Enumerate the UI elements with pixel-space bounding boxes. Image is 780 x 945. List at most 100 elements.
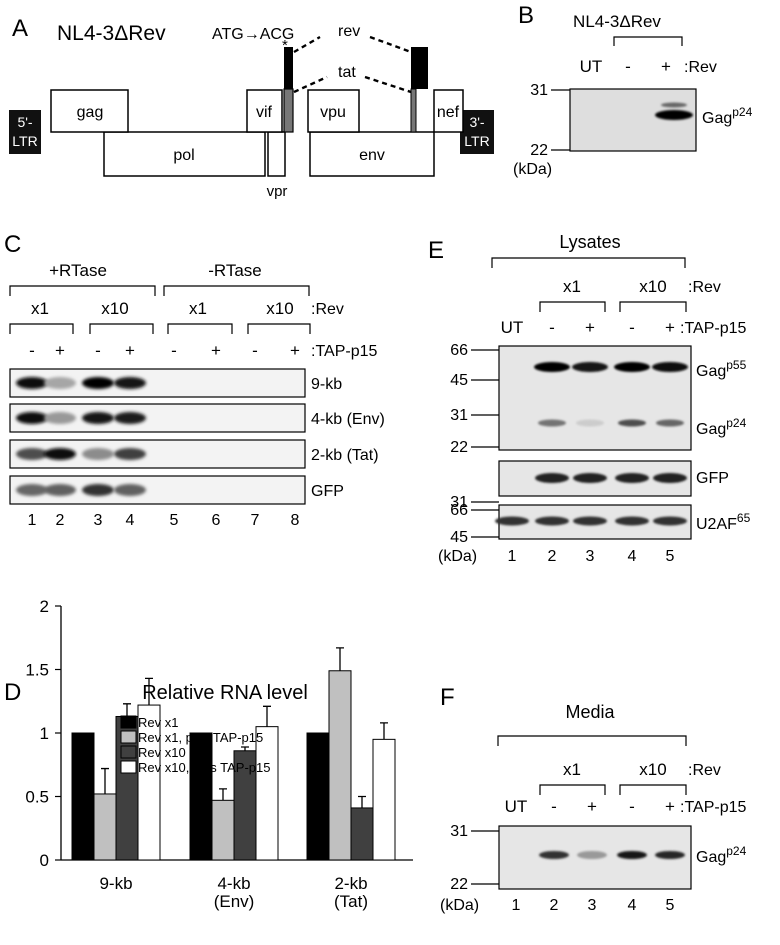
gel-c-row-2	[9, 403, 306, 433]
bracket-e-2	[619, 301, 687, 312]
kda-f: (kDa)	[440, 897, 479, 914]
panel-a-label: A	[12, 15, 28, 42]
rev-f-1: x1	[563, 760, 581, 779]
gel-c-band-r2-l3	[82, 412, 114, 424]
bar-3-1	[306, 732, 330, 861]
lane-number-e-1: 1	[508, 548, 517, 565]
category-label-2: 4-kb (Env)	[214, 874, 255, 911]
error-bar-1-3	[123, 703, 131, 717]
gel-c-band-r3-l3	[82, 448, 114, 460]
u2af-e-label: U2AF65	[696, 511, 751, 533]
band-e-p24-lane-4	[618, 419, 646, 427]
panel-e-label: E	[428, 237, 444, 264]
lane-f-3: +	[587, 797, 597, 816]
band-f-lane-3	[577, 851, 607, 859]
error-bar-3-2	[336, 647, 344, 671]
bar-1-1	[71, 732, 95, 861]
bracket-rtase-minus	[163, 285, 310, 296]
gel-c-band-r1-l3	[82, 377, 114, 389]
gene-vpu-box	[307, 89, 360, 133]
ltr3-line1: 3'-	[469, 114, 484, 130]
rev-c-2: x10	[101, 299, 128, 318]
lane-number-e-2: 2	[548, 548, 557, 565]
error-bar-3-3	[358, 795, 366, 808]
lane-number-c-1: 1	[28, 512, 37, 529]
band-e-gfp-lane-3	[573, 473, 607, 483]
gel-c-band-r2-l4	[114, 412, 146, 424]
gel-c-band-r3-l4	[114, 448, 146, 460]
band-b-gag-p24	[655, 110, 693, 120]
bracket-f-2	[619, 784, 687, 795]
gene-vif-box	[246, 89, 283, 133]
bracket-f-1	[539, 784, 606, 795]
ltr3-box	[460, 110, 494, 154]
group-rtase-plus: +RTase	[49, 261, 107, 280]
lane-f-4: -	[629, 797, 635, 816]
gene-vpu-label: vpu	[320, 104, 346, 121]
panel-e: E Lysates x1 x10 :Rev UT - + - + :TAP-p15 66…	[428, 232, 751, 565]
tap-c-lane-8: +	[290, 341, 300, 360]
gel-c-row-label-3: 2-kb (Tat)	[311, 447, 379, 464]
mutation-label: ATG→ACG	[212, 26, 294, 43]
marker-e-66: 66	[450, 342, 468, 359]
gene-pol-box	[103, 131, 266, 177]
legend-swatch-1	[120, 715, 137, 729]
panel-d-label: D	[4, 679, 21, 706]
tap-c-lane-5: -	[171, 341, 177, 360]
band-e-p55-lane-3	[572, 362, 608, 372]
panel-f: F Media x1 x10 :Rev UT - + - + :TAP-p15 31 2…	[440, 684, 747, 914]
rev-e-2: x10	[639, 277, 666, 296]
lane-e-2: -	[549, 318, 555, 337]
gel-c-band-r4-l4	[114, 484, 146, 496]
lane-number-c-8: 8	[291, 512, 300, 529]
tap-f-row-label: :TAP-p15	[680, 799, 747, 816]
rev-c-1: x1	[31, 299, 49, 318]
panel-b-label: B	[518, 2, 534, 29]
gel-c-band-r3-l2	[44, 448, 76, 460]
lane-number-e-4: 4	[628, 548, 637, 565]
band-e-gag-p24-label: Gagp24	[696, 416, 747, 438]
band-e-p55-lane-4	[614, 362, 650, 372]
blot-e-main	[498, 345, 692, 451]
gel-c-row-label-2: 4-kb (Env)	[311, 411, 385, 428]
gene-nef-label: nef	[437, 104, 460, 121]
gene-env-box	[309, 131, 435, 177]
error-bar-2-3	[241, 746, 249, 751]
lane-number-f-2: 2	[550, 897, 559, 914]
lane-number-f-3: 3	[588, 897, 597, 914]
gene-gag-box	[50, 89, 129, 133]
lane-e-3: +	[585, 318, 595, 337]
panel-b-title: NL4-3ΔRev	[573, 12, 661, 31]
marker-f-31: 31	[450, 823, 468, 840]
tap-e-row-label: :TAP-p15	[680, 320, 747, 337]
error-bar-1-2	[101, 767, 109, 794]
lane-number-c-6: 6	[212, 512, 221, 529]
band-e-u2af-lane-4	[615, 516, 649, 526]
gene-vpr-box	[267, 131, 286, 177]
tap-c-lane-6: +	[211, 341, 221, 360]
gel-c-band-r4-l1	[16, 484, 48, 496]
gel-c-band-r2-l2	[44, 412, 76, 424]
lane-number-e-3: 3	[586, 548, 595, 565]
marker-b-31: 31	[530, 82, 548, 99]
gene-pol-label: pol	[173, 147, 194, 164]
panel-c-label: C	[4, 231, 21, 258]
tap-c-lane-2: +	[55, 341, 65, 360]
rev-c-4: x10	[266, 299, 293, 318]
rev-exon1	[284, 47, 293, 89]
band-f-label: Gagp24	[696, 844, 747, 866]
panel-b-bracket	[613, 36, 683, 46]
gene-vif-label: vif	[256, 104, 273, 121]
tat-exon-label: tat	[338, 64, 356, 81]
kda-b: (kDa)	[513, 161, 552, 178]
panel-c: C +RTase -RTase x1 x10 x1 x10 :Rev - + - + -…	[4, 231, 385, 529]
band-e-gfp-lane-2	[535, 473, 569, 483]
chart-title: Relative RNA level	[142, 682, 308, 704]
band-e-gag-p55-label: Gagp55	[696, 358, 747, 380]
gel-c-row-label-4: GFP	[311, 483, 344, 500]
error-bar-3-4	[380, 722, 388, 740]
gfp-e-label: GFP	[696, 470, 729, 487]
legend-swatch-3	[120, 745, 137, 759]
lane-plus: +	[661, 57, 671, 76]
tap-c-lane-1: -	[29, 341, 35, 360]
